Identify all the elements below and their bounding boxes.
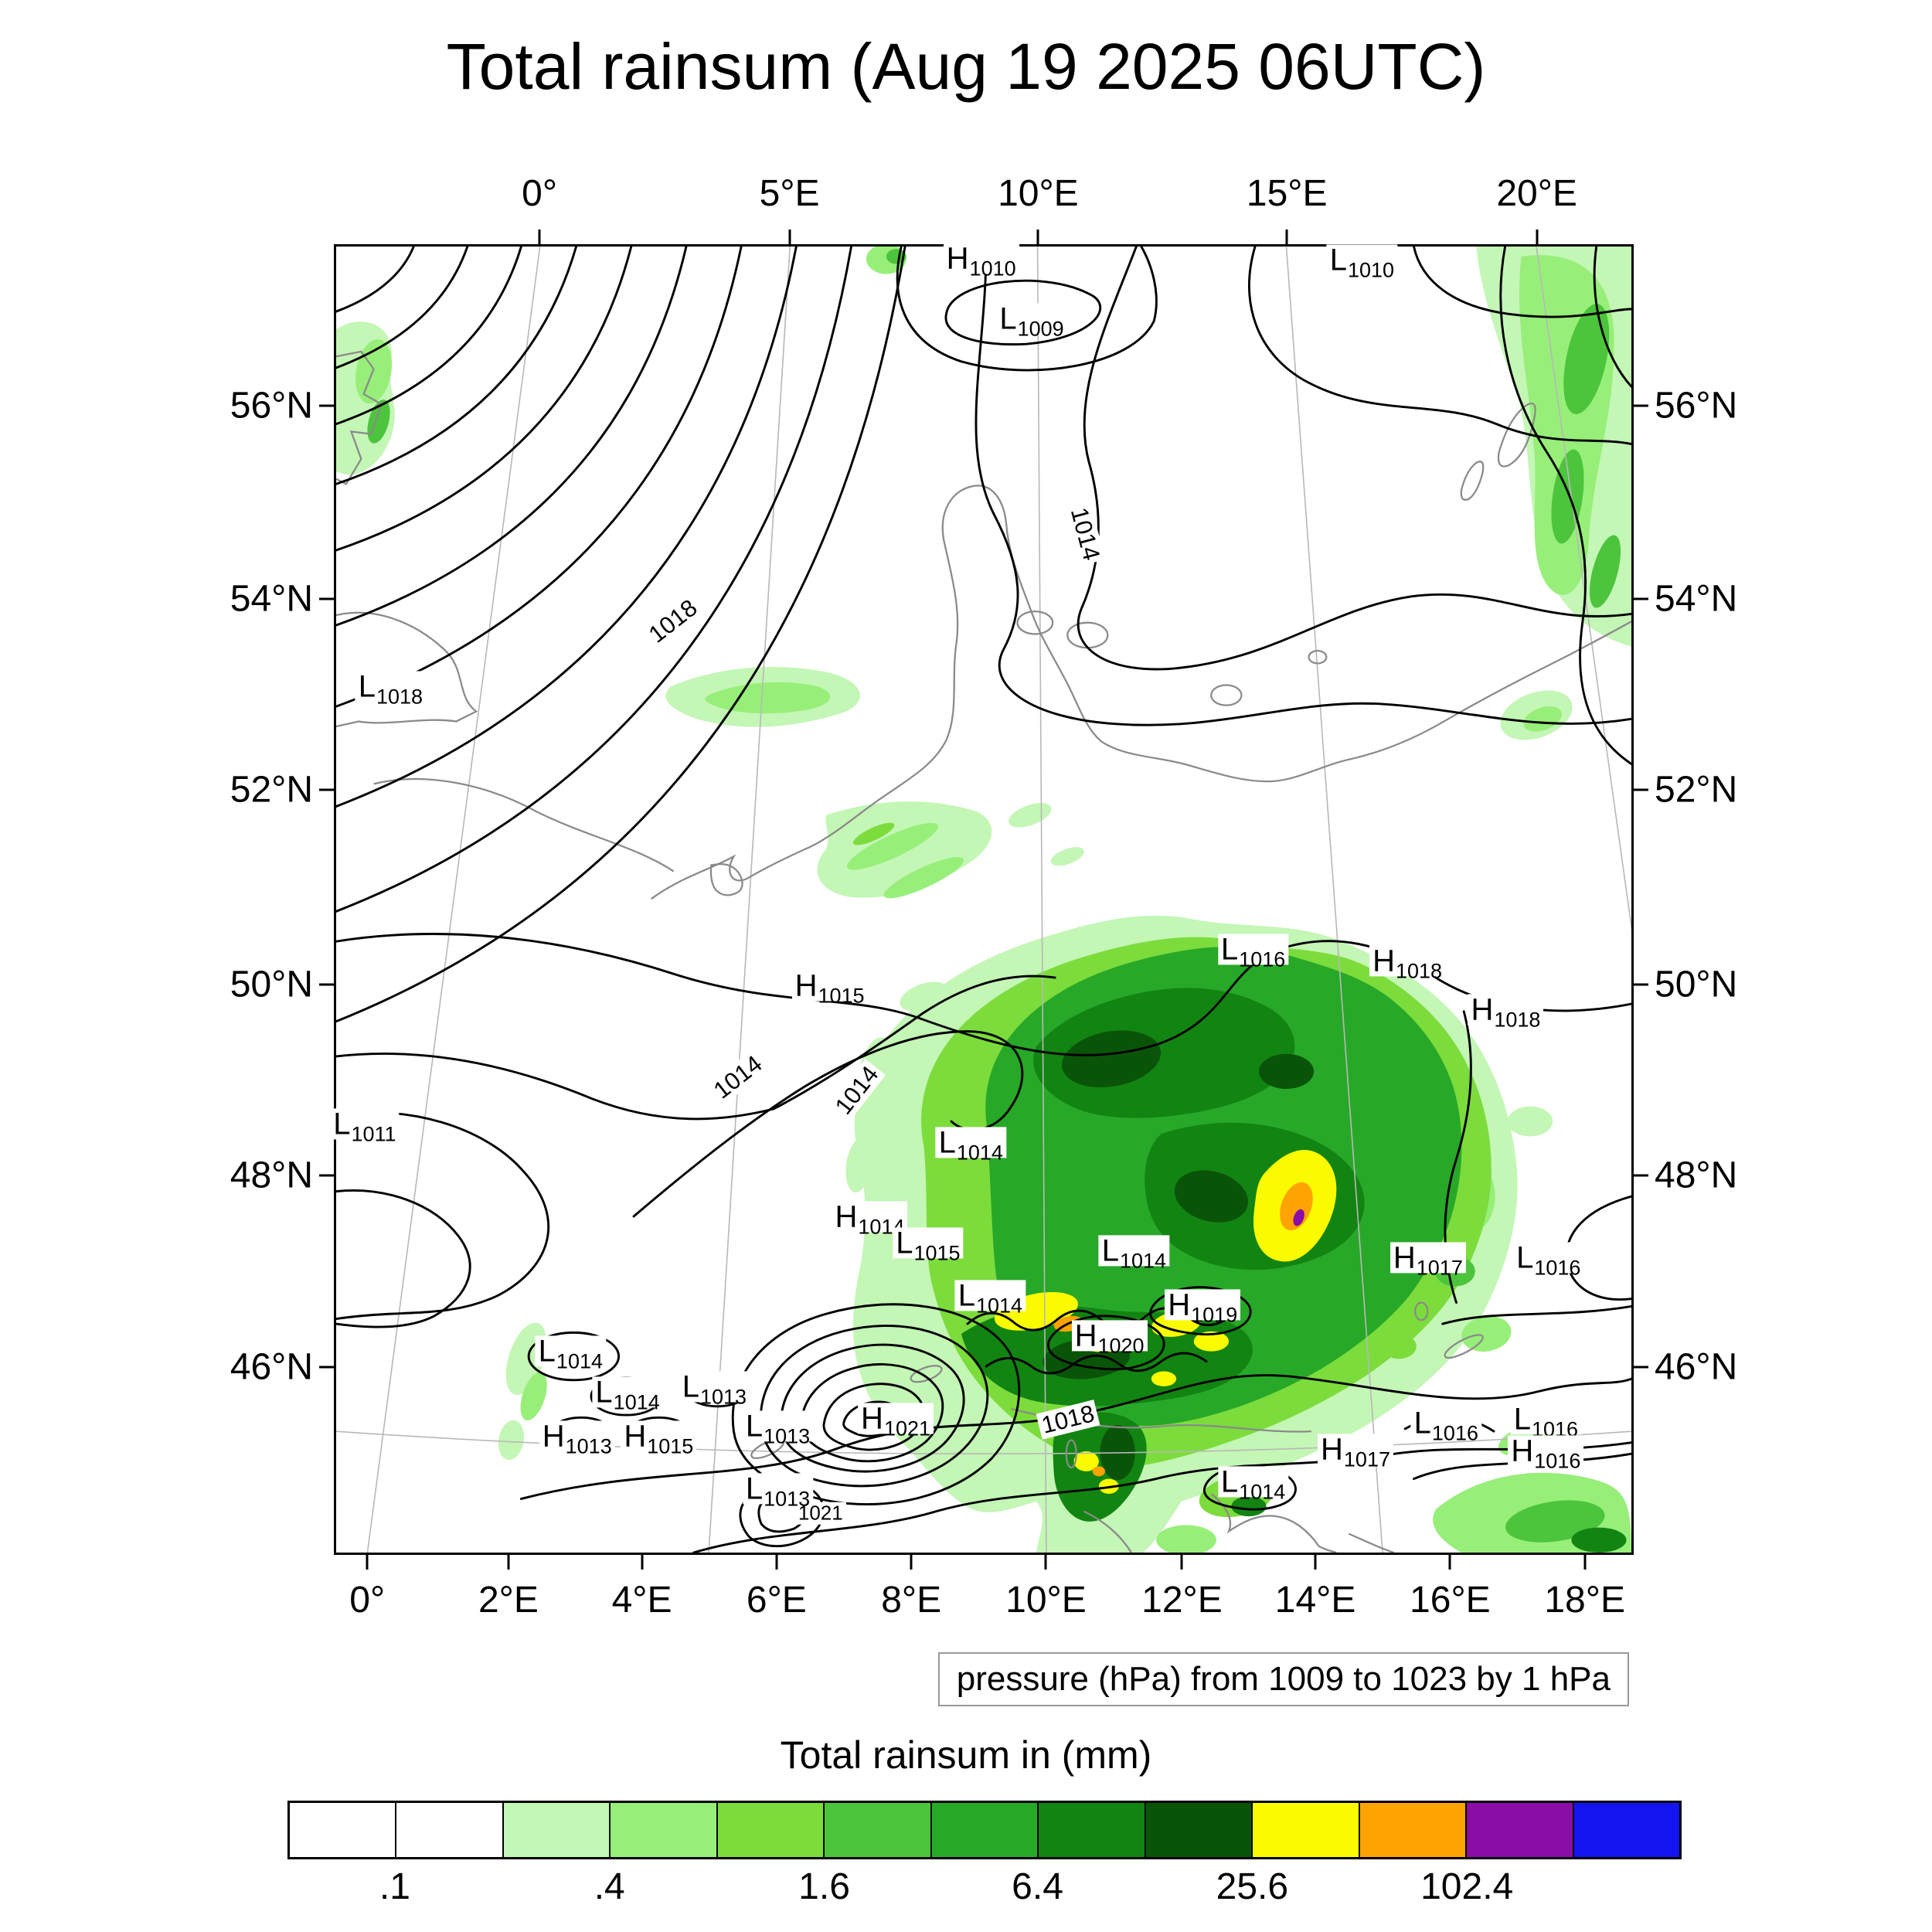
tick-mark xyxy=(319,788,336,791)
tick-mark xyxy=(910,1553,913,1570)
tick-mark xyxy=(538,230,541,247)
lon-label: 10°E xyxy=(1005,1580,1087,1621)
map-area: 0° 5°E 10°E 15°E 20°E 0° 2°E 4°E 6°E 8°E 10°E 12°E… xyxy=(230,173,1738,1621)
tick-mark xyxy=(1631,404,1648,407)
tick-mark xyxy=(1631,1366,1648,1369)
map-canvas xyxy=(336,247,1631,1553)
lat-label: 54°N xyxy=(1655,578,1738,620)
lon-label: 5°E xyxy=(759,173,820,214)
colorbar-segment xyxy=(1144,1803,1252,1857)
lon-label: 20°E xyxy=(1496,173,1577,214)
lon-label: 0° xyxy=(522,173,558,214)
lon-label: 6°E xyxy=(746,1580,807,1621)
tick-mark xyxy=(1180,1553,1183,1570)
colorbar xyxy=(287,1801,1682,1859)
lon-label: 16°E xyxy=(1410,1580,1491,1621)
colorbar-segment xyxy=(395,1803,502,1857)
lon-label: 18°E xyxy=(1544,1580,1625,1621)
legend-title: Total rainsum in (mm) xyxy=(780,1733,1152,1777)
pressure-caption: pressure (hPa) from 1009 to 1023 by 1 hP… xyxy=(937,1652,1629,1706)
tick-mark xyxy=(319,983,336,986)
tick-mark xyxy=(366,1553,369,1570)
lat-label: 48°N xyxy=(230,1155,313,1196)
colorbar-tick-label: .1 xyxy=(379,1866,410,1907)
lat-label: 54°N xyxy=(230,578,313,620)
colorbar-tick-label: 102.4 xyxy=(1420,1866,1514,1907)
tick-mark xyxy=(1536,230,1539,247)
colorbar-segment xyxy=(1037,1803,1145,1857)
lat-label: 50°N xyxy=(1655,964,1738,1005)
tick-mark xyxy=(1631,1174,1648,1177)
lat-label: 52°N xyxy=(1655,769,1738,811)
colorbar-segment xyxy=(823,1803,930,1857)
tick-mark xyxy=(788,230,791,247)
colorbar-segment xyxy=(930,1803,1038,1857)
colorbar-tick-label: 1.6 xyxy=(798,1866,850,1907)
tick-mark xyxy=(1448,1553,1451,1570)
tick-mark xyxy=(319,597,336,600)
lon-label: 4°E xyxy=(611,1580,672,1621)
lon-label: 12°E xyxy=(1141,1580,1223,1621)
tick-mark xyxy=(1044,1553,1047,1570)
tick-mark xyxy=(1314,1553,1317,1570)
colorbar-segment xyxy=(502,1803,610,1857)
colorbar-segment xyxy=(290,1803,396,1857)
lat-label: 56°N xyxy=(1655,385,1738,427)
colorbar-tick-label: 6.4 xyxy=(1012,1866,1063,1907)
lon-label: 14°E xyxy=(1274,1580,1356,1621)
tick-mark xyxy=(319,1366,336,1369)
lon-label: 15°E xyxy=(1246,173,1328,214)
tick-mark xyxy=(507,1553,510,1570)
lat-label: 52°N xyxy=(230,769,313,811)
pressure-caption-text: pressure (hPa) from 1009 to 1023 by 1 hP… xyxy=(956,1660,1611,1698)
lat-label: 46°N xyxy=(230,1346,313,1388)
tick-mark xyxy=(1583,1553,1587,1570)
colorbar-tick-label: 25.6 xyxy=(1216,1866,1289,1907)
tick-mark xyxy=(319,404,336,407)
lon-label: 2°E xyxy=(478,1580,539,1621)
colorbar-segment xyxy=(716,1803,824,1857)
colorbar-segment xyxy=(1572,1803,1680,1857)
lat-label: 48°N xyxy=(1655,1155,1738,1196)
colorbar-segment xyxy=(1358,1803,1466,1857)
tick-mark xyxy=(641,1553,644,1570)
tick-mark xyxy=(1631,983,1648,986)
colorbar-segment xyxy=(609,1803,716,1857)
tick-mark xyxy=(319,1174,336,1177)
tick-mark xyxy=(775,1553,778,1570)
page-title: Total rainsum (Aug 19 2025 06UTC) xyxy=(446,30,1486,103)
colorbar-segment xyxy=(1465,1803,1573,1857)
colorbar-tick-label: .4 xyxy=(594,1866,625,1907)
lat-label: 46°N xyxy=(1655,1346,1738,1388)
colorbar-segment xyxy=(1251,1803,1359,1857)
lon-label: 10°E xyxy=(998,173,1079,214)
tick-mark xyxy=(1036,230,1039,247)
tick-mark xyxy=(1631,597,1648,600)
lat-label: 56°N xyxy=(230,385,313,427)
precipitation-layer xyxy=(336,247,1631,1553)
tick-mark xyxy=(1285,230,1288,247)
tick-mark xyxy=(1631,788,1648,791)
lon-label: 8°E xyxy=(881,1580,942,1621)
lon-label: 0° xyxy=(349,1580,386,1621)
colorbar-labels: .1 .4 1.6 6.4 25.6 102.4 xyxy=(287,1866,1682,1920)
graticule-layer xyxy=(336,247,1631,1553)
coastline-layer xyxy=(336,350,1631,1553)
lat-label: 50°N xyxy=(230,964,313,1005)
